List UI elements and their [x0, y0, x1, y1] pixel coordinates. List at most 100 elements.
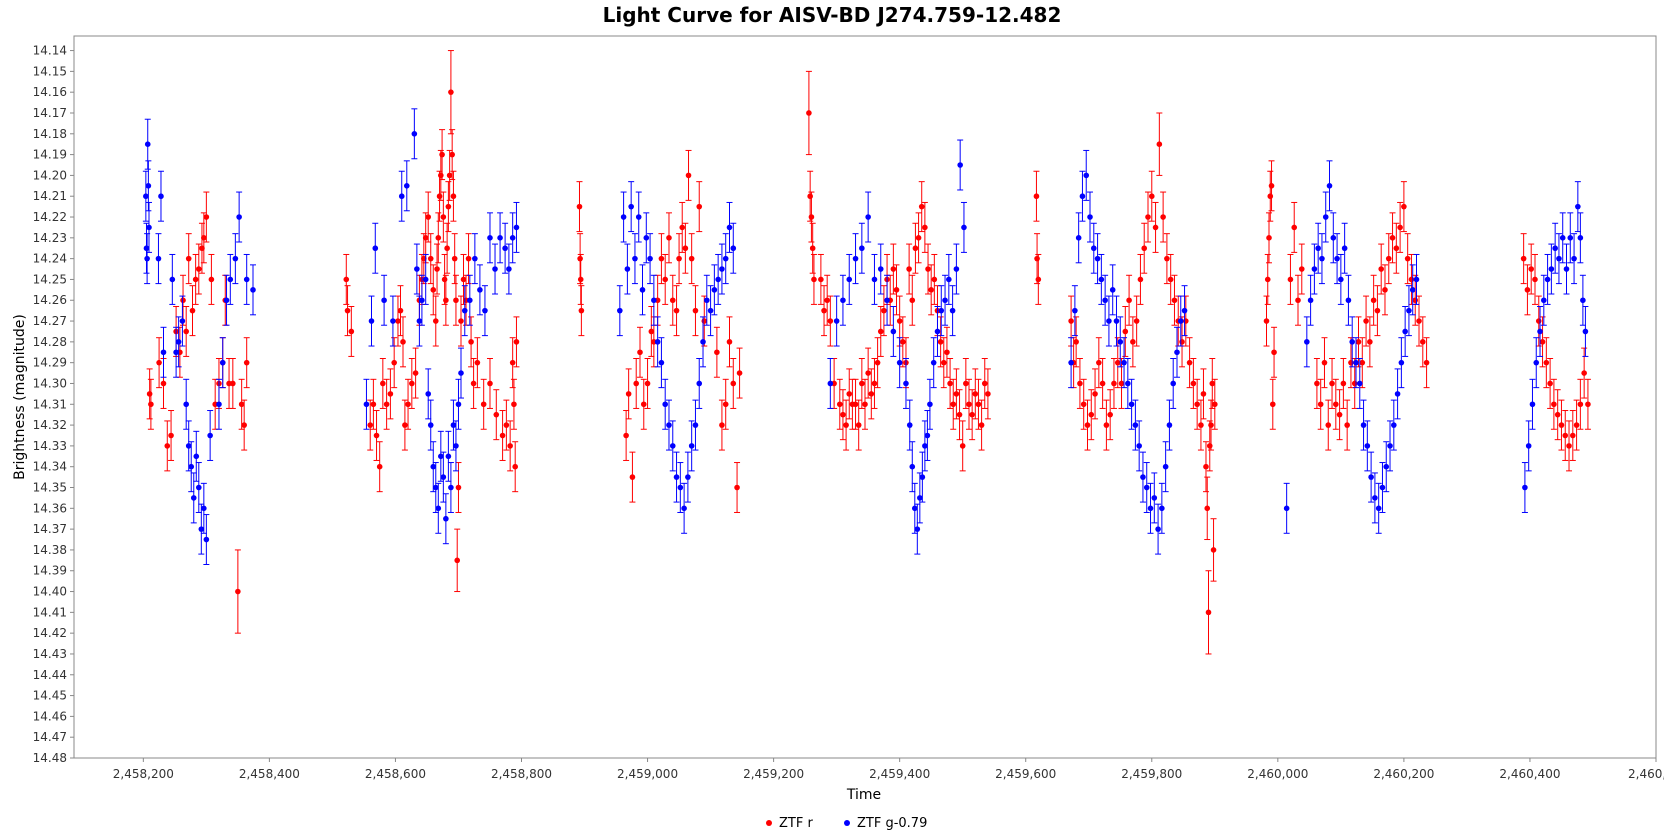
data-point: [146, 224, 152, 231]
data-point: [461, 307, 468, 314]
data-point: [1148, 193, 1155, 200]
data-point: [1397, 224, 1403, 231]
y-tick-label: 14.36: [33, 501, 67, 515]
data-point: [1378, 266, 1384, 272]
data-point: [1570, 432, 1576, 439]
data-point: [509, 235, 516, 241]
data-point: [1181, 307, 1188, 314]
data-point: [632, 255, 638, 262]
data-point: [1585, 401, 1591, 408]
data-point: [1266, 235, 1272, 241]
data-point: [1528, 266, 1535, 272]
data-point: [1556, 255, 1562, 262]
data-point: [871, 276, 878, 283]
data-point: [673, 474, 680, 480]
data-point: [1520, 255, 1527, 262]
data-point: [859, 380, 865, 387]
data-point: [1075, 235, 1082, 241]
y-tick-label: 14.16: [33, 85, 67, 99]
data-point: [146, 391, 153, 397]
data-point: [972, 391, 979, 397]
y-tick-label: 14.32: [33, 418, 67, 432]
data-point: [380, 380, 386, 387]
data-point: [846, 391, 853, 397]
data-point: [1581, 370, 1587, 376]
data-point: [1111, 380, 1117, 387]
data-point: [722, 401, 729, 408]
data-point: [1566, 443, 1572, 449]
data-point: [460, 276, 467, 283]
data-point: [852, 255, 859, 262]
y-tick-label: 14.22: [33, 210, 67, 224]
data-point: [1329, 380, 1335, 387]
data-point: [1080, 401, 1087, 408]
data-point: [425, 214, 432, 220]
data-point: [1107, 411, 1113, 418]
data-point: [236, 214, 242, 220]
data-point: [917, 495, 923, 501]
x-tick-label: 2,458,800: [491, 767, 552, 781]
x-tick-label: 2,460,400: [1499, 767, 1560, 781]
data-point: [1143, 484, 1150, 491]
data-point: [144, 141, 151, 147]
y-tick-label: 14.15: [33, 64, 67, 78]
data-point: [937, 339, 944, 345]
data-point: [722, 255, 729, 262]
data-point: [1336, 411, 1343, 418]
data-point: [1345, 297, 1352, 304]
data-point: [1374, 307, 1381, 314]
data-point: [912, 245, 919, 252]
data-point: [1355, 339, 1362, 345]
data-point: [1170, 380, 1177, 387]
legend: ZTF r ZTF g-0.79: [766, 816, 927, 831]
data-point: [1098, 276, 1105, 283]
data-point: [1537, 328, 1543, 335]
data-point: [1267, 193, 1274, 200]
data-point: [1406, 307, 1412, 314]
data-point: [372, 245, 379, 252]
data-point: [681, 505, 687, 512]
data-point: [1209, 380, 1216, 387]
data-point: [1034, 255, 1040, 262]
data-point: [160, 380, 167, 387]
data-point: [412, 370, 419, 376]
data-point: [1356, 380, 1363, 387]
data-point: [1563, 266, 1570, 272]
data-point: [922, 224, 928, 231]
data-point: [425, 391, 432, 397]
data-point: [158, 193, 164, 200]
data-point: [701, 318, 708, 324]
data-point: [947, 380, 953, 387]
data-point: [1321, 359, 1328, 366]
data-point: [183, 328, 189, 335]
data-point: [506, 266, 512, 272]
data-point: [840, 411, 846, 418]
data-point: [1295, 297, 1301, 304]
data-point: [1541, 297, 1547, 304]
x-axis-label: Time: [846, 787, 881, 803]
data-point: [811, 276, 817, 283]
legend-marker-ztf-r: [766, 820, 772, 826]
data-point: [1412, 297, 1419, 304]
data-point: [1113, 318, 1120, 324]
data-point: [1364, 443, 1371, 449]
data-point: [477, 287, 483, 293]
data-point: [975, 401, 982, 408]
legend-label-ztf-r: ZTF r: [779, 816, 813, 831]
data-point: [900, 339, 906, 345]
data-point: [846, 276, 853, 283]
data-point: [440, 214, 447, 220]
data-point: [467, 297, 473, 304]
data-point: [1575, 203, 1581, 210]
data-point: [821, 307, 827, 314]
y-tick-label: 14.29: [33, 356, 67, 370]
data-point: [1194, 401, 1200, 408]
data-point: [734, 484, 740, 491]
data-point: [578, 307, 585, 314]
data-point: [427, 255, 434, 262]
data-point: [455, 484, 462, 491]
data-point: [852, 401, 859, 408]
data-point: [714, 349, 720, 356]
data-point: [934, 328, 941, 335]
